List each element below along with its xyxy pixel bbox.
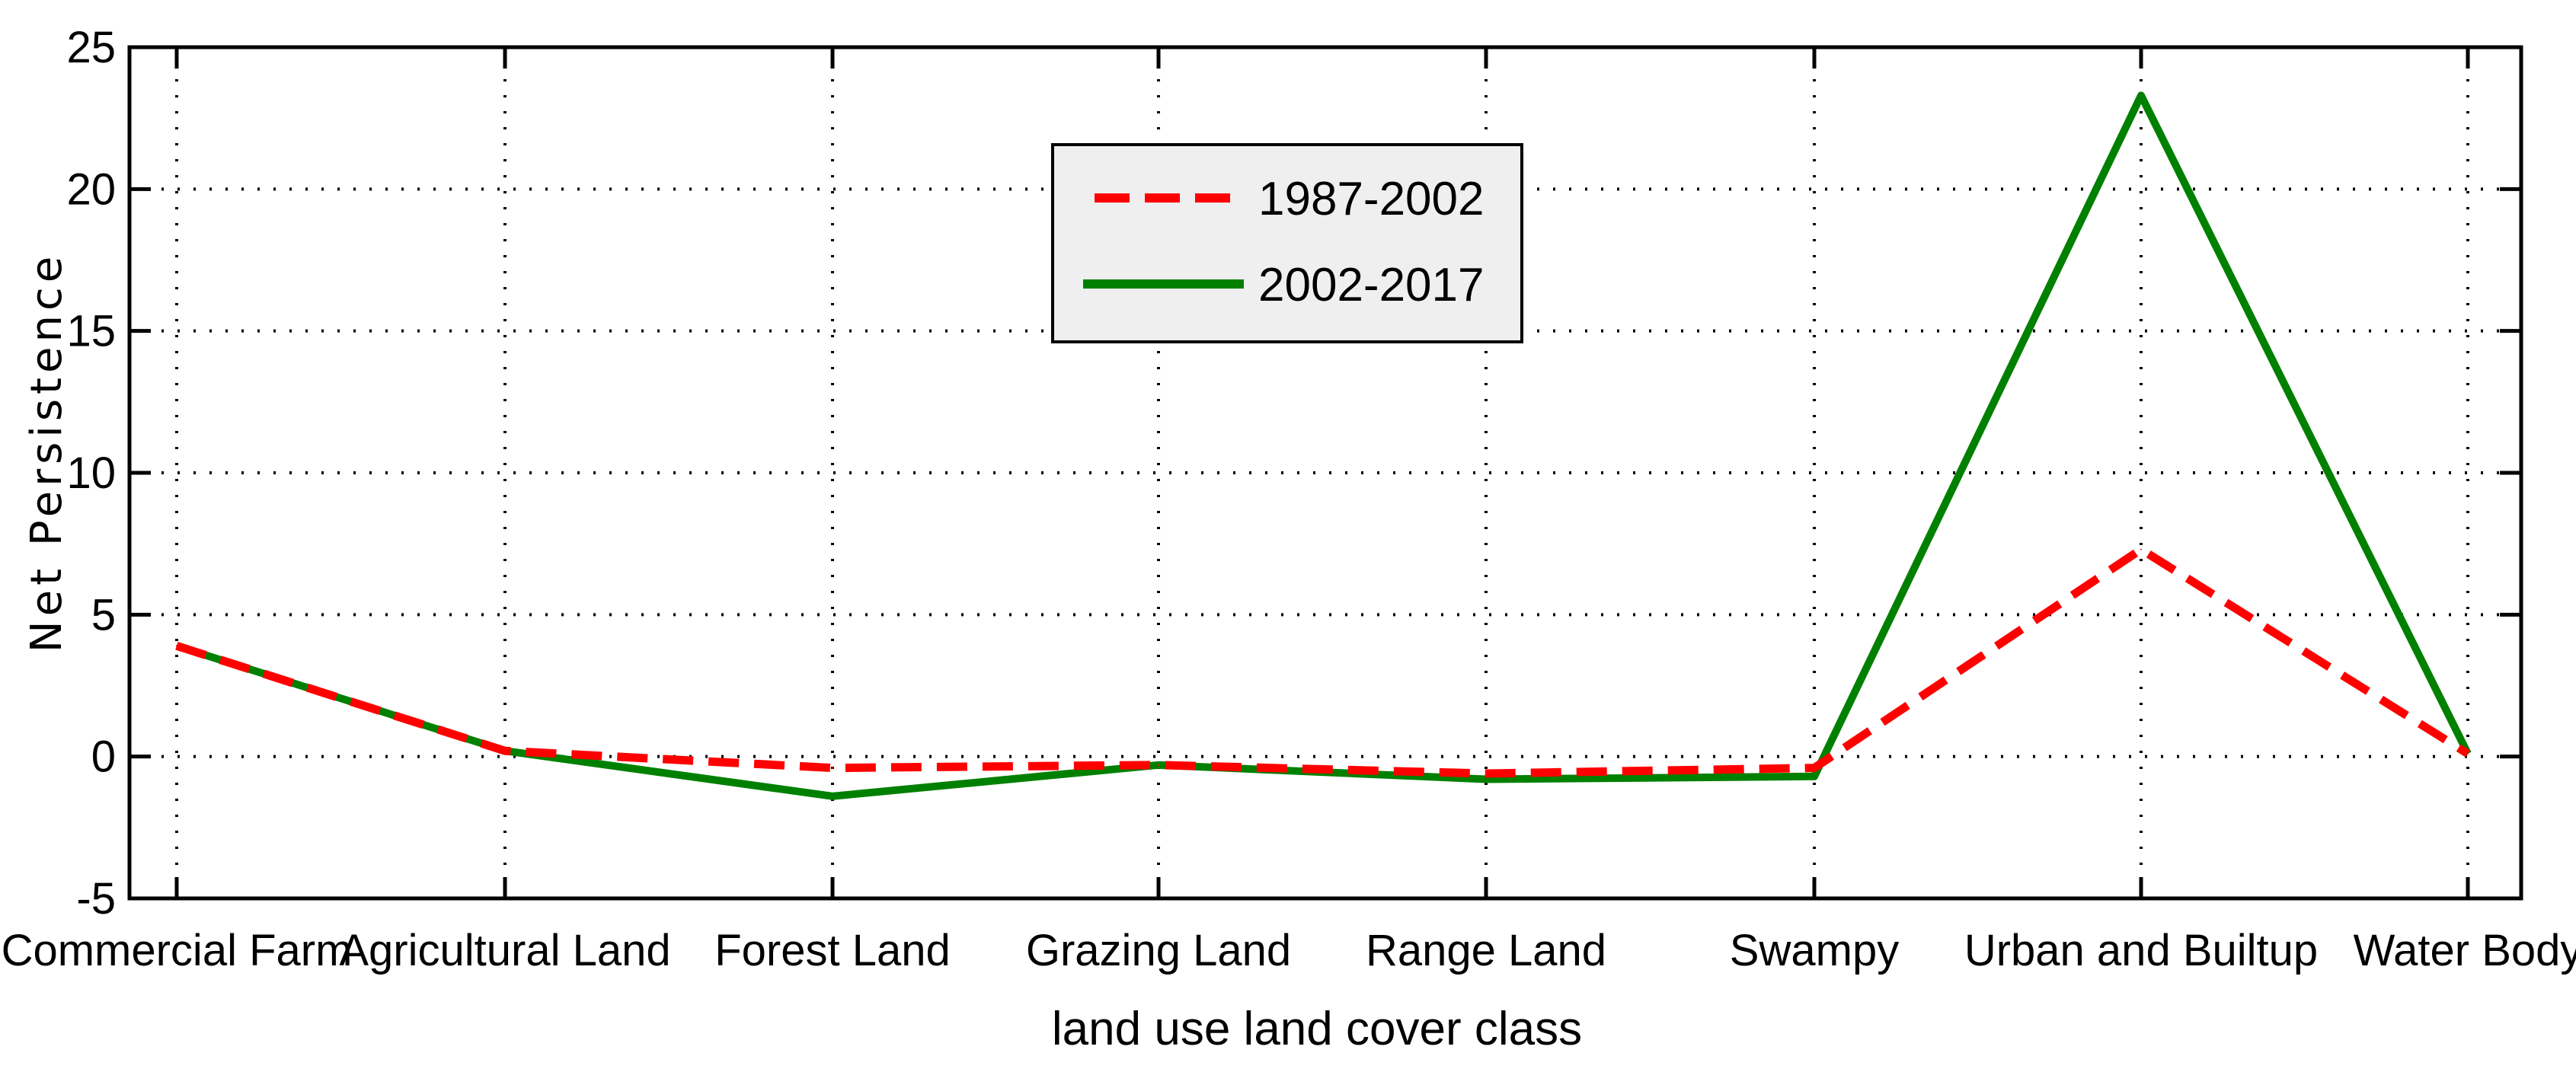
data-point-1987-2002-4 [1485, 773, 1487, 774]
data-point-2002-2017-2 [832, 795, 833, 797]
data-point-1987-2002-2 [832, 767, 833, 769]
series-layer [175, 91, 2472, 800]
data-point-2002-2017-4 [1485, 778, 1487, 780]
y-axis-label: Net Persistence [22, 252, 72, 652]
legend-label-1987-2002: 1987-2002 [1258, 173, 1485, 225]
x-tick-label-0: Commercial Farm [2, 926, 353, 975]
data-point-2002-2017-5 [1814, 775, 1815, 777]
data-point-1987-2002-1 [504, 750, 506, 752]
x-axis-label: land use land cover class [1052, 1003, 1582, 1055]
y-tick-label-3: 10 [66, 448, 116, 498]
x-tick-label-7: Water Body [2354, 926, 2576, 975]
legend: 1987-2002 2002-2017 [1051, 143, 1523, 343]
y-tick-label-4: 15 [66, 307, 116, 356]
y-tick-label-6: 25 [66, 23, 116, 72]
legend-label-2002-2017: 2002-2017 [1258, 259, 1485, 311]
data-point-2002-2017-6 [2140, 94, 2142, 97]
tick-marks [129, 45, 2521, 901]
x-tick-label-2: Forest Land [714, 926, 951, 975]
y-tick-labels: -5 0 5 10 15 20 25 [66, 23, 116, 924]
y-tick-label-5: 20 [66, 164, 116, 214]
x-tick-label-6: Urban and Builtup [1964, 926, 2318, 975]
x-tick-label-4: Range Land [1366, 926, 1606, 975]
data-point-1987-2002-5 [1814, 767, 1815, 769]
data-point-1987-2002-3 [1158, 764, 1159, 766]
data-point-1987-2002-0 [176, 645, 177, 647]
legend-box [1051, 143, 1523, 343]
y-tick-label-0: -5 [76, 874, 116, 924]
x-tick-label-1: Agricultural Land [339, 926, 670, 975]
y-tick-label-2: 5 [91, 590, 116, 640]
series-line-1987-2002 [175, 545, 2470, 778]
x-tick-label-5: Swampy [1730, 926, 1899, 975]
x-tick-label-3: Grazing Land [1026, 926, 1291, 975]
data-point-1987-2002-7 [2467, 752, 2469, 755]
y-tick-label-1: 0 [91, 732, 116, 782]
data-point-1987-2002-6 [2140, 548, 2142, 550]
